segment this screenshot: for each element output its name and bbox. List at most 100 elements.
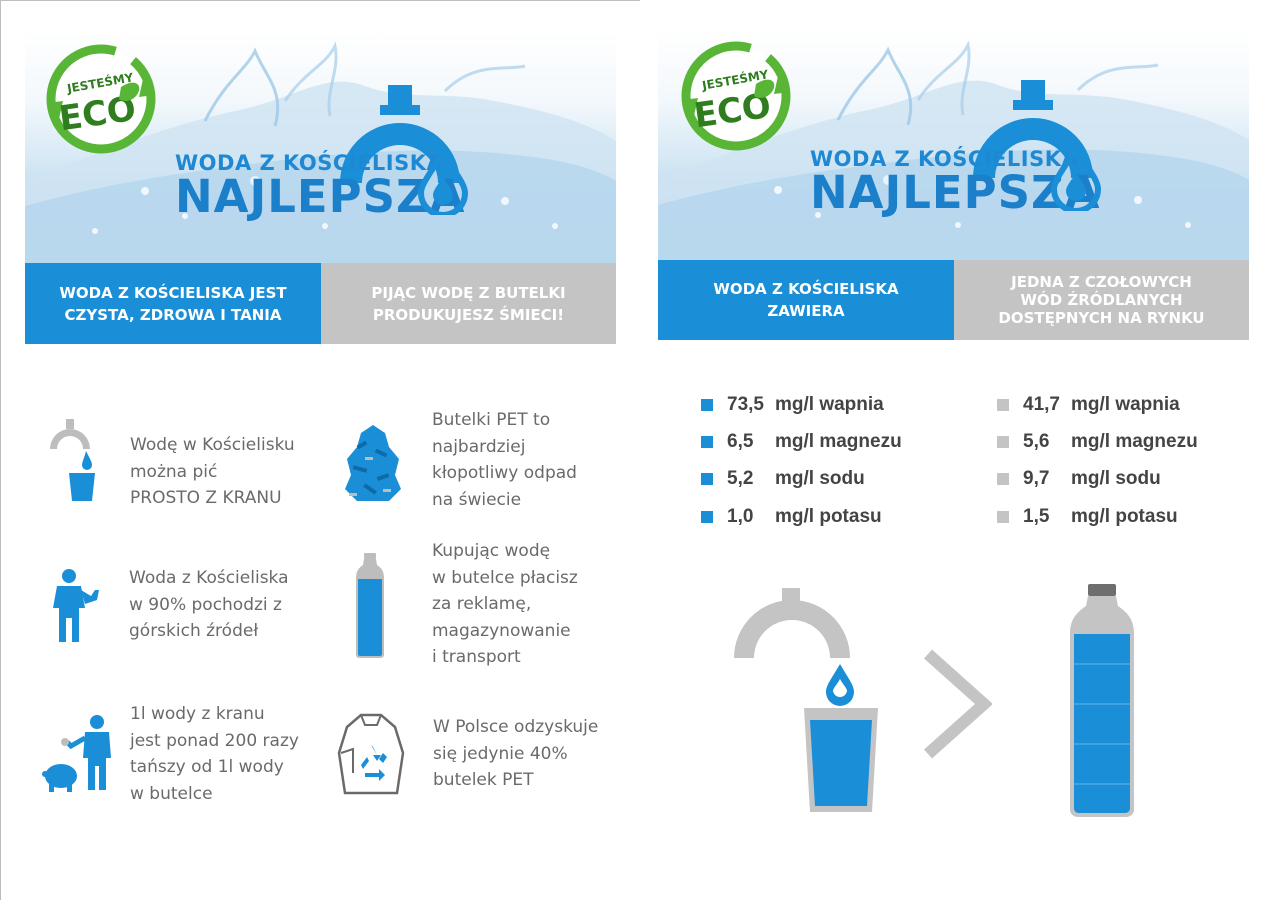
feature-line: kłopotliwy odpad — [432, 463, 577, 483]
band-bottle-waste-line2: PRODUKUJESZ ŚMIECI! — [372, 305, 565, 324]
mineral-row: 6,5 mg/l magnezu — [701, 430, 902, 454]
mineral-value: 5,2 — [727, 468, 754, 489]
gray-square-bullet — [997, 473, 1009, 485]
person-thumbs-up-icon — [53, 569, 99, 642]
leaf-icon — [754, 79, 775, 98]
blue-square-bullet — [701, 511, 713, 523]
mineral-label: mg/l sodu — [1071, 468, 1161, 489]
mineral-label: mg/l wapnia — [1071, 394, 1180, 415]
feature-line: butelek PET — [433, 770, 534, 790]
mineral-row: 1,5 mg/l potasu — [997, 505, 1178, 529]
mineral-label: mg/l sodu — [775, 468, 865, 489]
feature-recycling-text: W Polsce odzyskuje się jedynie 40% butel… — [433, 714, 598, 794]
band-leading-spring-waters: JEDNA Z CZOŁOWYCH WÓD ŹRÓDLANYCH DOSTĘPN… — [954, 260, 1249, 340]
feature-line: najbardziej — [432, 436, 526, 457]
feature-line: za reklamę, — [432, 594, 532, 614]
blue-square-bullet — [701, 436, 713, 448]
bottle-pile-icon — [345, 425, 401, 501]
feature-pet-waste-text: Butelki PET to najbardziej kłopotliwy od… — [432, 407, 577, 513]
feature-line: jest ponad 200 razy — [130, 730, 299, 751]
mineral-value: 9,7 — [1023, 468, 1050, 489]
tap-arch-icon — [973, 80, 1093, 178]
feature-line: na świecie — [432, 489, 522, 510]
mineral-row: 5,2 mg/l sodu — [701, 467, 865, 491]
feature-line: w 90% pochodzi z — [129, 594, 282, 615]
water-splash-image — [25, 41, 616, 263]
eco-badge: JESTEŚMY ECO — [46, 44, 156, 154]
feature-line: i transport — [432, 647, 521, 667]
band-contains: WODA Z KOŚCIELISKA ZAWIERA — [658, 260, 954, 340]
band-clean-water-line1: WODA Z KOŚCIELISKA JEST — [59, 283, 287, 302]
feature-line: w butelce płacisz — [432, 567, 578, 588]
mineral-row: 1,0 mg/l potasu — [701, 505, 882, 529]
person-piggy-bank-icon — [42, 715, 111, 792]
band-clean-water-line2: CZYSTA, ZDROWA I TANIA — [64, 305, 282, 324]
mineral-value: 73,5 — [727, 394, 764, 415]
hero-banner: JESTEŚMY ECO WODA Z KOŚCIELISKA NAJLEPSZ… — [658, 30, 1249, 260]
mineral-value: 6,5 — [727, 431, 754, 452]
mineral-value: 5,6 — [1023, 431, 1050, 452]
feature-line: w butelce — [130, 783, 213, 804]
right-poster: JESTEŚMY ECO WODA Z KOŚCIELISKA NAJLEPSZ… — [640, 0, 1271, 900]
band-leading-line2: WÓD ŹRÓDLANYCH — [1020, 291, 1183, 309]
recycling-bag-icon — [337, 713, 405, 795]
tap-glass-icon — [50, 419, 95, 501]
feature-line: Butelki PET to — [432, 410, 551, 430]
feature-price-text: 1l wody z kranu jest ponad 200 razy tańs… — [130, 701, 299, 807]
brand-line1: WODA Z KOŚCIELISKA — [175, 151, 444, 175]
feature-line: Kupując wodę — [432, 541, 551, 561]
band-bottle-waste-line1: PIJĄC WODĘ Z BUTELKI — [371, 283, 566, 302]
feature-mountain-source-text: Woda z Kościeliska w 90% pochodzi z górs… — [129, 565, 289, 645]
feature-line: magazynowanie — [432, 620, 571, 641]
feature-bottle-cost-text: Kupując wodę w butelce płacisz za reklam… — [432, 538, 578, 671]
band-leading-line1: JEDNA Z CZOŁOWYCH — [1011, 273, 1192, 291]
feature-line: PROSTO Z KRANU — [130, 488, 282, 508]
mineral-row: 5,6 mg/l magnezu — [997, 430, 1198, 454]
hero-banner: JESTEŚMY ECO WODA Z KOŚCIELISKA NAJLEPSZ… — [25, 31, 616, 263]
tap-glass-illustration — [734, 588, 878, 812]
mineral-value: 41,7 — [1023, 394, 1060, 415]
band-bottle-waste: PIJĄC WODĘ Z BUTELKI PRODUKUJESZ ŚMIECI! — [321, 263, 616, 344]
mineral-label: mg/l wapnia — [775, 394, 884, 415]
blue-square-bullet — [701, 473, 713, 485]
feature-line: Wodę w Kościelisku — [130, 435, 295, 455]
feature-line: górskich źródeł — [129, 621, 259, 641]
mineral-label: mg/l magnezu — [1071, 431, 1198, 452]
gray-square-bullet — [997, 511, 1009, 523]
water-drop-icon — [1051, 145, 1101, 211]
mineral-row: 9,7 mg/l sodu — [997, 467, 1161, 491]
band-leading-line3: DOSTĘPNYCH NA RYNKU — [998, 309, 1205, 327]
brand-line2: NAJLEPSZA — [175, 170, 466, 223]
band-clean-water: WODA Z KOŚCIELISKA JEST CZYSTA, ZDROWA I… — [25, 263, 321, 344]
plastic-bottle-illustration — [1070, 584, 1134, 817]
water-drop-icon — [418, 149, 468, 215]
feature-line: można pić — [130, 461, 218, 482]
feature-line: się jedynie 40% — [433, 743, 568, 764]
plastic-bottle-icon — [356, 553, 384, 658]
mineral-label: mg/l potasu — [1071, 506, 1178, 527]
brand-line1: WODA Z KOŚCIELISKA — [810, 147, 1079, 171]
mineral-label: mg/l magnezu — [775, 431, 902, 452]
mineral-row: 73,5 mg/l wapnia — [701, 393, 884, 417]
left-poster: JESTEŚMY ECO WODA Z KOŚCIELISKA NAJLEPSZ… — [0, 0, 640, 900]
greater-than-chevron-icon — [924, 649, 992, 759]
mineral-row: 41,7 mg/l wapnia — [997, 393, 1180, 417]
leaf-icon — [119, 82, 140, 101]
feature-line: W Polsce odzyskuje — [433, 717, 599, 737]
gray-square-bullet — [997, 399, 1009, 411]
blue-square-bullet — [701, 399, 713, 411]
feature-tap-water-text: Wodę w Kościelisku można pić PROSTO Z KR… — [130, 432, 295, 512]
mineral-value: 1,0 — [727, 506, 754, 527]
feature-line: Woda z Kościeliska — [129, 568, 289, 588]
brand-title: WODA Z KOŚCIELISKA NAJLEPSZA — [175, 151, 466, 219]
tap-arch-icon — [340, 85, 460, 183]
feature-line: 1l wody z kranu — [130, 704, 265, 724]
mineral-value: 1,5 — [1023, 506, 1050, 527]
feature-line: tańszy od 1l wody — [130, 757, 284, 777]
water-splash-image — [658, 40, 1249, 260]
gray-square-bullet — [997, 436, 1009, 448]
band-contains-line2: ZAWIERA — [767, 302, 845, 320]
band-contains-line1: WODA Z KOŚCIELISKA — [713, 280, 899, 298]
mineral-label: mg/l potasu — [775, 506, 882, 527]
eco-badge: JESTEŚMY ECO — [681, 41, 791, 151]
